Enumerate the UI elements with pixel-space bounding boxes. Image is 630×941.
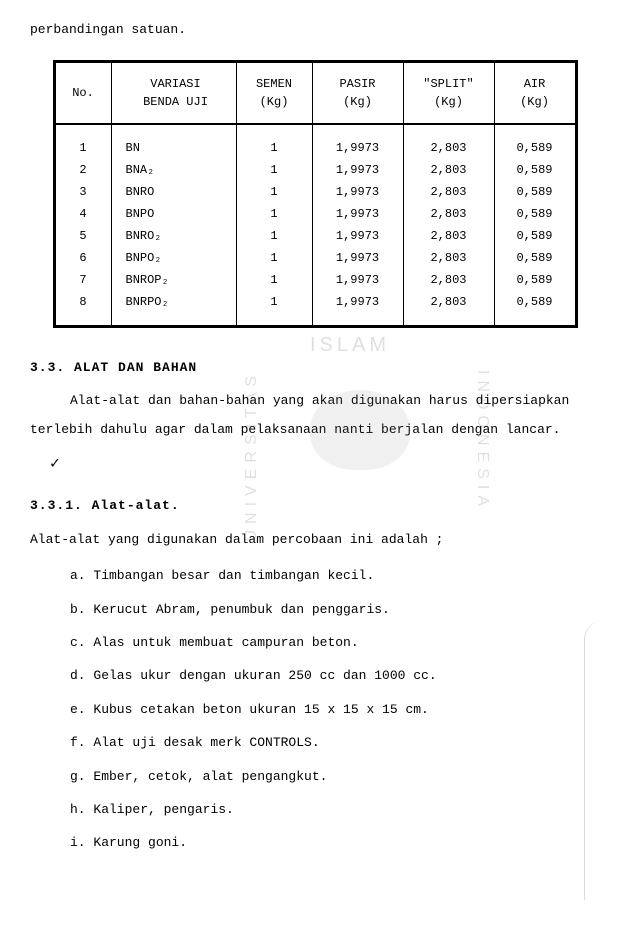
cell-semen: 1 bbox=[236, 269, 312, 291]
list-item: c. Alas untuk membuat campuran beton. bbox=[70, 631, 600, 654]
table-row: 7BNROP₂11,99732,8030,589 bbox=[54, 269, 576, 291]
cell-split: 2,803 bbox=[403, 181, 494, 203]
th-air: AIR(Kg) bbox=[494, 61, 576, 124]
cell-no: 3 bbox=[54, 181, 111, 203]
list-item: h. Kaliper, pengaris. bbox=[70, 798, 600, 821]
list-item: b. Kerucut Abram, penumbuk dan penggaris… bbox=[70, 598, 600, 621]
cell-pasir: 1,9973 bbox=[312, 159, 403, 181]
table-row: 2BNA₂11,99732,8030,589 bbox=[54, 159, 576, 181]
list-item: a. Timbangan besar dan timbangan kecil. bbox=[70, 564, 600, 587]
cell-semen: 1 bbox=[236, 181, 312, 203]
th-semen: SEMEN(Kg) bbox=[236, 61, 312, 124]
list-item: f. Alat uji desak merk CONTROLS. bbox=[70, 731, 600, 754]
cell-split: 2,803 bbox=[403, 203, 494, 225]
list-item: i. Karung goni. bbox=[70, 831, 600, 854]
cell-var: BN bbox=[111, 124, 236, 159]
cell-var: BNRO₂ bbox=[111, 225, 236, 247]
intro-3-3-1: Alat-alat yang digunakan dalam percobaan… bbox=[30, 526, 600, 555]
cell-pasir: 1,9973 bbox=[312, 181, 403, 203]
heading-3-3: 3.3. ALAT DAN BAHAN bbox=[30, 358, 600, 378]
cell-split: 2,803 bbox=[403, 124, 494, 159]
cell-pasir: 1,9973 bbox=[312, 291, 403, 327]
th-split: "SPLIT"(Kg) bbox=[403, 61, 494, 124]
cell-semen: 1 bbox=[236, 225, 312, 247]
cell-pasir: 1,9973 bbox=[312, 203, 403, 225]
heading-3-3-1: 3.3.1. Alat-alat. bbox=[30, 496, 600, 516]
cell-no: 6 bbox=[54, 247, 111, 269]
cell-air: 0,589 bbox=[494, 159, 576, 181]
cell-no: 7 bbox=[54, 269, 111, 291]
cell-air: 0,589 bbox=[494, 269, 576, 291]
cell-var: BNPO bbox=[111, 203, 236, 225]
table-row: 5BNRO₂11,99732,8030,589 bbox=[54, 225, 576, 247]
cell-no: 8 bbox=[54, 291, 111, 327]
list-item: e. Kubus cetakan beton ukuran 15 x 15 x … bbox=[70, 698, 600, 721]
cell-no: 5 bbox=[54, 225, 111, 247]
table-row: 3BNRO11,99732,8030,589 bbox=[54, 181, 576, 203]
cell-split: 2,803 bbox=[403, 247, 494, 269]
table-row: 1BN11,99732,8030,589 bbox=[54, 124, 576, 159]
handwritten-tick: ✓ bbox=[50, 452, 60, 476]
th-variasi: VARIASIBENDA UJI bbox=[111, 61, 236, 124]
cell-no: 4 bbox=[54, 203, 111, 225]
cell-air: 0,589 bbox=[494, 225, 576, 247]
cell-semen: 1 bbox=[236, 124, 312, 159]
cell-pasir: 1,9973 bbox=[312, 247, 403, 269]
cell-var: BNRPO₂ bbox=[111, 291, 236, 327]
cell-air: 0,589 bbox=[494, 247, 576, 269]
caption-continuation: perbandingan satuan. bbox=[30, 20, 600, 40]
cell-air: 0,589 bbox=[494, 124, 576, 159]
cell-pasir: 1,9973 bbox=[312, 269, 403, 291]
cell-no: 2 bbox=[54, 159, 111, 181]
table-row: 6BNPO₂11,99732,8030,589 bbox=[54, 247, 576, 269]
cell-no: 1 bbox=[54, 124, 111, 159]
cell-split: 2,803 bbox=[403, 159, 494, 181]
cell-var: BNROP₂ bbox=[111, 269, 236, 291]
cell-semen: 1 bbox=[236, 203, 312, 225]
cell-pasir: 1,9973 bbox=[312, 225, 403, 247]
table-row: 4BNPO11,99732,8030,589 bbox=[54, 203, 576, 225]
cell-air: 0,589 bbox=[494, 203, 576, 225]
cell-split: 2,803 bbox=[403, 225, 494, 247]
th-pasir: PASIR(Kg) bbox=[312, 61, 403, 124]
tool-list: a. Timbangan besar dan timbangan kecil. b… bbox=[70, 564, 600, 855]
th-no: No. bbox=[54, 61, 111, 124]
list-item: g. Ember, cetok, alat pengangkut. bbox=[70, 765, 600, 788]
cell-var: BNPO₂ bbox=[111, 247, 236, 269]
cell-var: BNA₂ bbox=[111, 159, 236, 181]
data-table: No. VARIASIBENDA UJI SEMEN(Kg) PASIR(Kg)… bbox=[53, 60, 578, 328]
list-item: d. Gelas ukur dengan ukuran 250 cc dan 1… bbox=[70, 664, 600, 687]
cell-air: 0,589 bbox=[494, 181, 576, 203]
table-row: 8BNRPO₂11,99732,8030,589 bbox=[54, 291, 576, 327]
cell-air: 0,589 bbox=[494, 291, 576, 327]
cell-split: 2,803 bbox=[403, 269, 494, 291]
cell-pasir: 1,9973 bbox=[312, 124, 403, 159]
cell-semen: 1 bbox=[236, 159, 312, 181]
cell-semen: 1 bbox=[236, 247, 312, 269]
paragraph-3-3: Alat-alat dan bahan-bahan yang akan digu… bbox=[30, 387, 600, 444]
watermark-top: ISLAM bbox=[310, 330, 390, 360]
cell-split: 2,803 bbox=[403, 291, 494, 327]
cell-var: BNRO bbox=[111, 181, 236, 203]
cell-semen: 1 bbox=[236, 291, 312, 327]
page-curl bbox=[584, 620, 605, 900]
